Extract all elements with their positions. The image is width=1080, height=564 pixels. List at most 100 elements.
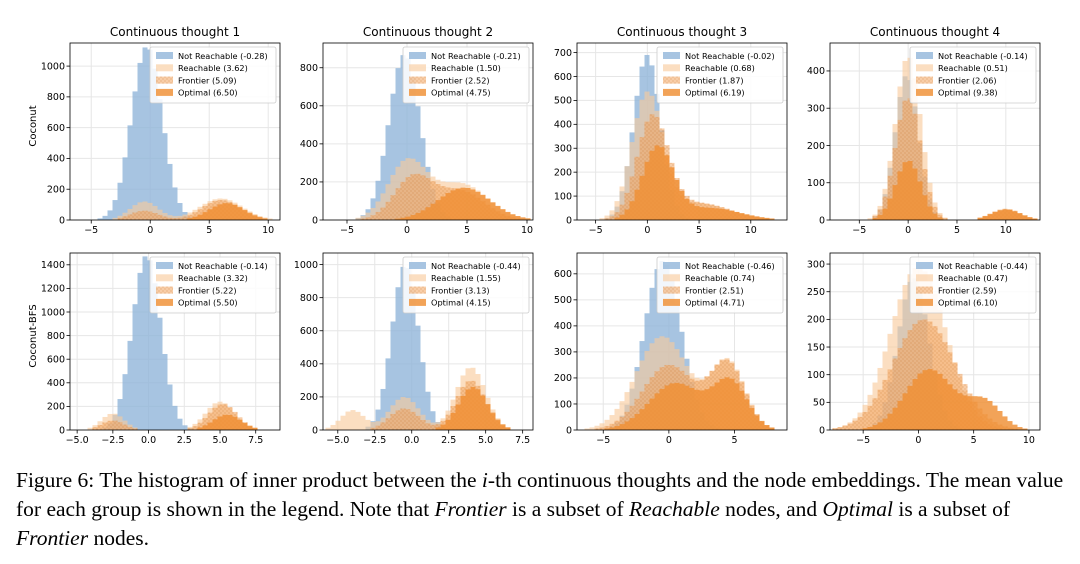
x-tick-label: 2.5 (441, 435, 456, 446)
histogram-bar (1002, 209, 1008, 220)
histogram-bar (1027, 217, 1033, 220)
histogram-bar-hatch (97, 424, 103, 430)
histogram-bar (510, 214, 516, 220)
histogram-bar (162, 354, 168, 430)
histogram-bar (987, 400, 993, 430)
histogram-bar (465, 389, 471, 430)
histogram-bar (729, 378, 735, 430)
histogram-bar (684, 198, 690, 220)
legend-label: Reachable (3.32) (178, 273, 248, 283)
histogram-bar (375, 201, 381, 220)
y-tick-label: 600 (47, 355, 65, 366)
histogram-bar (892, 407, 898, 430)
histogram-bar-hatch (902, 100, 908, 220)
histogram-bar (505, 427, 511, 430)
histogram-bar-hatch (872, 215, 878, 220)
histogram-bar-hatch (922, 169, 928, 220)
histogram-bar (644, 161, 650, 220)
y-tick-label: 800 (300, 63, 318, 74)
row-label-coconut-bfs: Coconut-BFS (28, 304, 39, 367)
histogram-bar (619, 424, 625, 430)
histogram-bar (729, 210, 735, 220)
figure-caption: Figure 6: The histogram of inner product… (16, 466, 1066, 553)
histogram-bar (475, 389, 481, 430)
x-tick-label: 0 (644, 225, 650, 236)
histogram-bar (1012, 211, 1018, 220)
legend-label: Not Reachable (-0.14) (178, 261, 268, 271)
histogram-bar (172, 187, 178, 220)
legend-swatch-reachable (916, 64, 933, 72)
x-tick-label: −5 (856, 435, 870, 446)
legend-label: Not Reachable (-0.46) (685, 261, 775, 271)
histogram-bar-hatch (619, 416, 625, 430)
caption-text: is a subset of (892, 497, 1011, 521)
histogram-bar (704, 207, 710, 220)
histogram-bar (485, 198, 491, 220)
histogram-bar (947, 384, 953, 430)
x-tick-label: 5 (696, 225, 702, 236)
histogram-bar (977, 396, 983, 430)
histogram-bar (525, 218, 531, 220)
series-optimal (197, 414, 258, 430)
y-tick-label: 0 (566, 215, 572, 226)
legend-box (656, 46, 784, 104)
histogram-bar (764, 217, 770, 220)
legend-swatch-reachable (156, 274, 173, 282)
y-tick-label: 0 (312, 425, 318, 436)
histogram-bar (340, 415, 346, 430)
x-tick-label: 10 (521, 225, 533, 236)
x-tick-label: −5 (596, 435, 610, 446)
histogram-bar-hatch (405, 177, 411, 220)
histogram-bar (714, 382, 720, 430)
histogram-bar (247, 425, 253, 430)
legend-label: Optimal (6.19) (685, 88, 745, 98)
histogram-bar (470, 386, 476, 430)
y-tick-label: 200 (47, 402, 65, 413)
x-tick-label: 10 (1023, 435, 1035, 446)
series-not_reachable (102, 256, 193, 430)
y-tick-label: 800 (47, 92, 65, 103)
histogram-bar-hatch (892, 148, 898, 220)
legend-swatch-optimal (409, 88, 426, 96)
histogram-bar (664, 385, 670, 430)
legend-label: Optimal (9.38) (938, 88, 998, 98)
histogram-bar-hatch (907, 330, 913, 430)
histogram-bar (624, 421, 630, 430)
y-tick-label: 100 (807, 178, 825, 189)
histogram-bar-hatch (127, 426, 133, 430)
histogram-bar (450, 412, 456, 430)
histogram-bar (734, 383, 740, 430)
histogram-bar (614, 408, 620, 430)
histogram-bar-hatch (902, 338, 908, 430)
legend-label: Not Reachable (-0.02) (685, 51, 775, 61)
histogram-bar (152, 205, 158, 220)
histogram-bar-hatch (435, 424, 441, 430)
histogram-bar (654, 393, 660, 430)
histogram-bar (460, 395, 466, 430)
histogram-bar (599, 423, 605, 430)
series-optimal (395, 187, 531, 220)
histogram-bar (410, 77, 416, 220)
histogram-bar (709, 207, 715, 220)
series-optimal (604, 377, 775, 430)
histogram-bar-hatch (112, 420, 118, 430)
histogram-bar-hatch (425, 178, 431, 220)
histogram-bar (237, 207, 243, 220)
legend-swatch-reachable (663, 64, 680, 72)
histogram-bar (942, 378, 948, 430)
histogram-bar (132, 91, 138, 220)
legend: Not Reachable (-0.21) Reachable (1.50) Fro… (402, 46, 530, 104)
x-tick-label: 10 (262, 225, 274, 236)
histogram-bar (395, 287, 401, 430)
histogram-bar (232, 416, 238, 430)
y-tick-label: 400 (554, 120, 572, 131)
histogram-bar (1017, 427, 1023, 430)
legend-swatch-hatch (916, 286, 933, 294)
legend-box (149, 256, 277, 314)
histogram-bar (435, 427, 441, 430)
histogram-bar-hatch (405, 409, 411, 430)
legend-label: Frontier (3.13) (431, 285, 490, 295)
histogram-bar-hatch (390, 413, 396, 430)
histogram-bar (689, 387, 695, 430)
histogram-bar (505, 211, 511, 220)
